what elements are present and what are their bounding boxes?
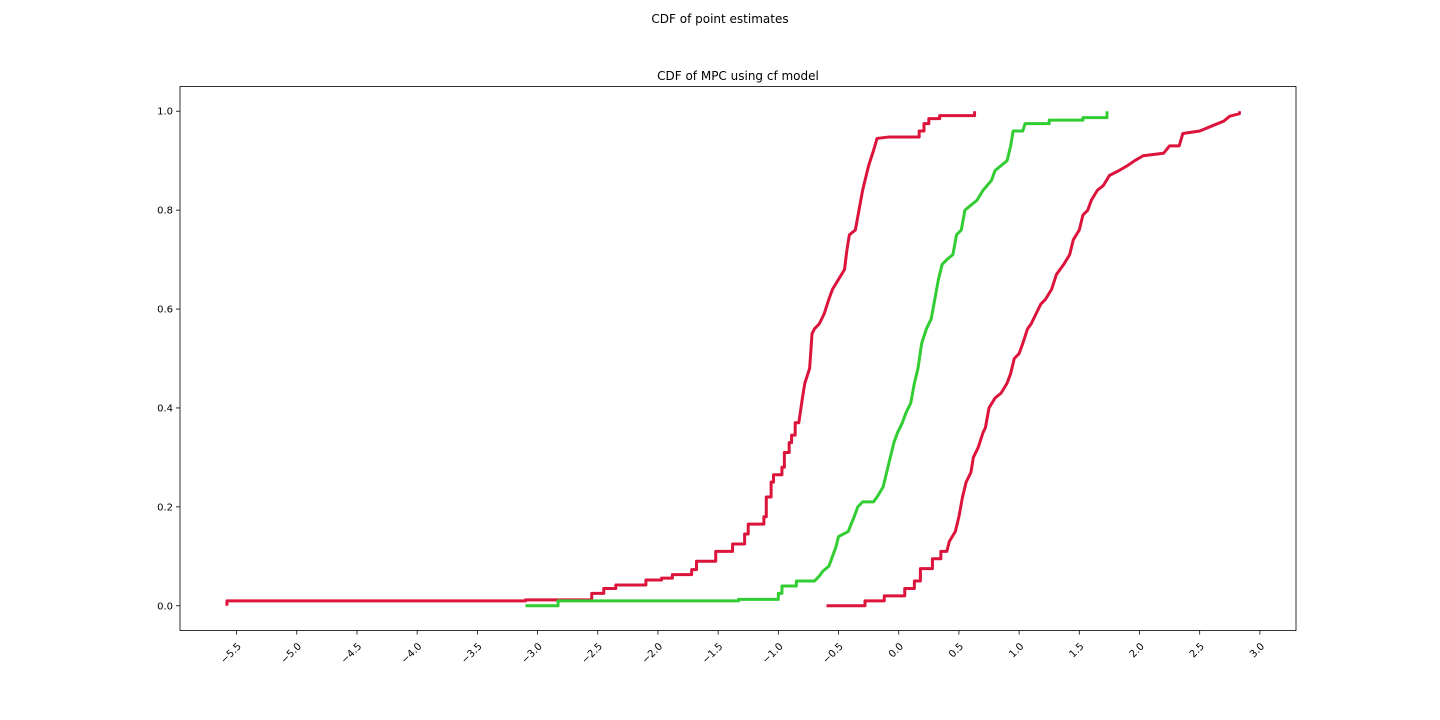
x-tick-label: −4.0 xyxy=(399,641,424,666)
series-layer xyxy=(225,111,1241,608)
chart-title: CDF of MPC using cf model xyxy=(657,69,819,83)
y-tick-label: 1.0 xyxy=(157,107,173,118)
x-tick-label: −3.0 xyxy=(520,641,545,666)
x-tick-label: −2.5 xyxy=(580,641,605,666)
x-tick-label: −5.5 xyxy=(219,641,244,666)
y-tick-label: 0.4 xyxy=(157,403,173,414)
plot-frame xyxy=(179,86,1297,631)
x-tick-label: −3.5 xyxy=(460,641,485,666)
x-tick-label: 0.0 xyxy=(887,641,906,660)
axis-layer: −5.5 −5.0 −4.5 −4.0 −3.5 −3.0 −2.5 −2.0 −1.5 −1.0… xyxy=(157,107,1267,666)
cdf-series-line-1 xyxy=(225,111,977,606)
x-tick-label: −2.0 xyxy=(640,641,665,666)
y-tick-label: 0.6 xyxy=(157,305,173,316)
x-tick-label: −1.5 xyxy=(700,641,725,666)
x-tick-label: −1.0 xyxy=(761,641,786,666)
cdf-series-line-3 xyxy=(826,111,1241,608)
x-tick-label: 0.5 xyxy=(947,641,966,660)
x-tick-label: 3.0 xyxy=(1248,641,1267,660)
x-tick-label: 2.5 xyxy=(1188,641,1207,660)
x-tick-label: −5.0 xyxy=(279,641,304,666)
y-tick-label: 0.2 xyxy=(157,502,173,513)
x-tick-label: −0.5 xyxy=(821,641,846,666)
x-tick-label: −4.5 xyxy=(339,641,364,666)
y-tick-label: 0.8 xyxy=(157,206,173,217)
x-tick-label: 2.0 xyxy=(1128,641,1147,660)
cdf-series-line-2 xyxy=(525,111,1109,608)
y-tick-label: 0.0 xyxy=(157,601,173,612)
x-tick-label: 1.0 xyxy=(1007,641,1026,660)
x-tick-label: 1.5 xyxy=(1068,641,1087,660)
figure-suptitle: CDF of point estimates xyxy=(651,12,789,26)
